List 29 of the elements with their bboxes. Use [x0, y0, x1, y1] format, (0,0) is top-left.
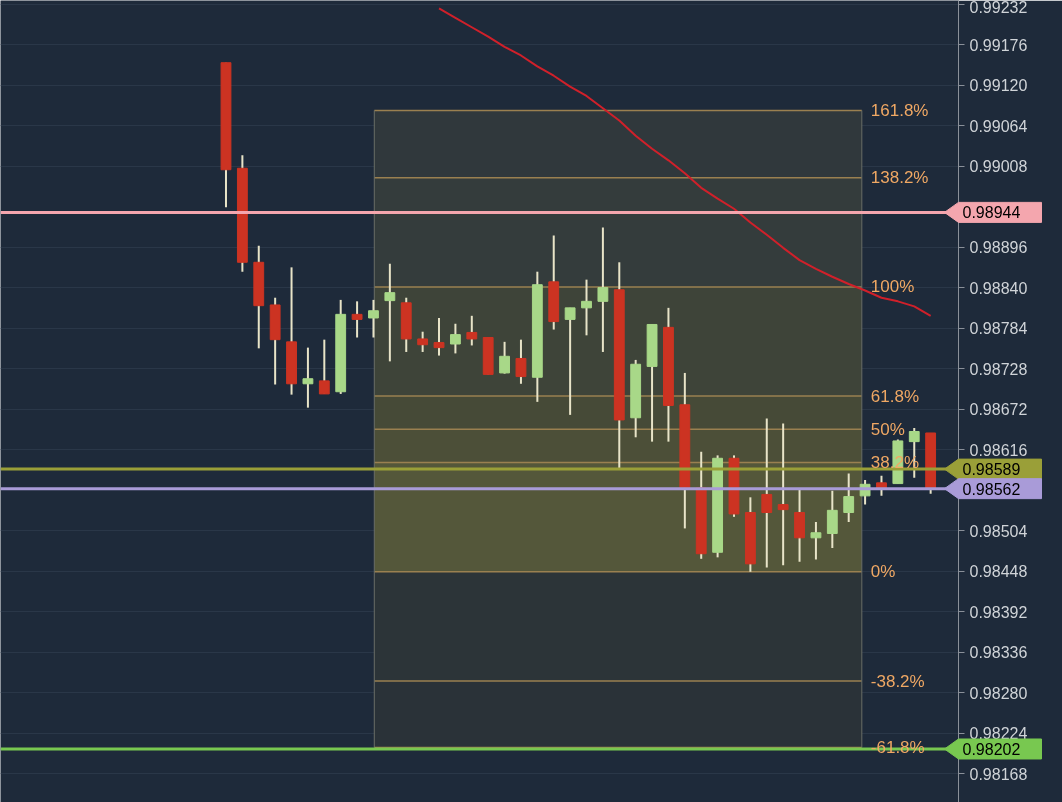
- y-tick-label: 0.98280: [969, 684, 1028, 702]
- y-tick-label: 0.98336: [969, 644, 1028, 662]
- y-tick-label: 0.98896: [969, 239, 1028, 257]
- annotation: 100%: [870, 277, 915, 297]
- ref-line-label: 0.98589: [962, 461, 1021, 479]
- ref-line-label: 0.98202: [962, 740, 1021, 758]
- y-tick-label: 0.98784: [969, 320, 1028, 338]
- y-tick-label: 0.98504: [969, 522, 1028, 540]
- y-tick-label: 0.99176: [969, 36, 1028, 54]
- annotation: -38.2%: [870, 671, 925, 691]
- y-tick-label: 0.99120: [969, 77, 1028, 95]
- y-tick-label: 0.98168: [969, 765, 1028, 783]
- y-tick-label: 0.98392: [969, 603, 1028, 621]
- y-tick-label: 0.98728: [969, 360, 1028, 378]
- y-tick-label: 0.98448: [969, 563, 1028, 581]
- y-tick-label: 0.98840: [969, 279, 1028, 297]
- ref-line-label: 0.98944: [962, 204, 1021, 222]
- annotation: 0%: [870, 562, 896, 582]
- y-tick-label: 0.99232: [969, 0, 1028, 16]
- annotation: 138.2%: [870, 168, 929, 188]
- annotation: 161.8%: [870, 100, 929, 120]
- y-tick-label: 0.98672: [969, 401, 1028, 419]
- ref-line-label: 0.98562: [962, 480, 1021, 498]
- y-tick-label: 0.99064: [969, 117, 1028, 135]
- annotation: 50%: [870, 419, 905, 439]
- y-tick-label: 0.98224: [969, 725, 1028, 743]
- y-tick-label: 0.99008: [969, 158, 1028, 176]
- y-tick-label: 0.98616: [969, 441, 1028, 459]
- annotation: 61.8%: [870, 386, 920, 406]
